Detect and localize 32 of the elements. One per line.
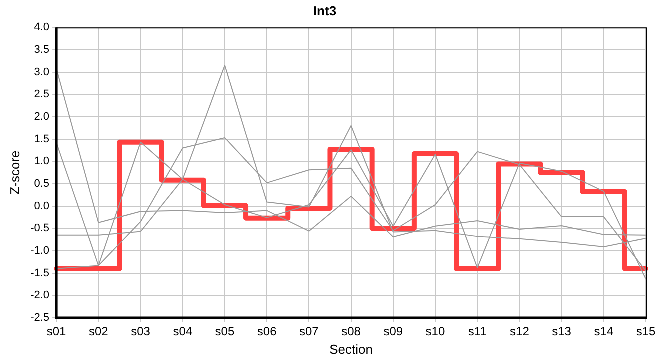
x-tick-label: s11 — [468, 324, 488, 339]
x-tick-label: s10 — [426, 324, 446, 339]
x-tick-label: s13 — [552, 324, 572, 339]
y-tick-label: 3.0 — [34, 66, 50, 78]
x-tick-label: s07 — [299, 324, 320, 339]
x-tick-label: s03 — [131, 324, 151, 339]
y-axis-title: Z-score — [7, 150, 22, 195]
y-tick-label: -2.5 — [30, 312, 50, 324]
x-axis-title: Section — [330, 342, 373, 357]
x-tick-label: s04 — [173, 324, 193, 339]
y-tick-label: -1.5 — [30, 267, 50, 280]
y-tick-label: 1.0 — [34, 156, 50, 168]
x-tick-label: s12 — [510, 324, 530, 339]
y-tick-label: 2.0 — [34, 110, 50, 123]
x-tick-label: s15 — [636, 324, 656, 339]
x-tick-label: s09 — [384, 324, 404, 339]
y-tick-label: -0.5 — [30, 222, 50, 235]
y-tick-label: 0.5 — [34, 178, 50, 190]
x-tick-label: s02 — [88, 324, 109, 339]
x-tick-label: s14 — [594, 324, 614, 339]
y-tick-label: -1.0 — [30, 245, 50, 258]
y-tick-label: -2.0 — [30, 290, 50, 302]
y-tick-label: 4.0 — [34, 22, 50, 34]
y-tick-label: 1.5 — [34, 133, 50, 146]
y-tick-label: 0.0 — [34, 200, 50, 212]
x-tick-label: s05 — [215, 324, 235, 339]
y-tick-label: 2.5 — [34, 88, 50, 101]
chart-title: Int3 — [313, 3, 337, 18]
x-tick-label: s06 — [257, 324, 278, 339]
x-tick-label: s08 — [342, 324, 362, 339]
x-tick-label: s01 — [46, 324, 67, 339]
y-tick-label: 3.5 — [34, 44, 50, 56]
